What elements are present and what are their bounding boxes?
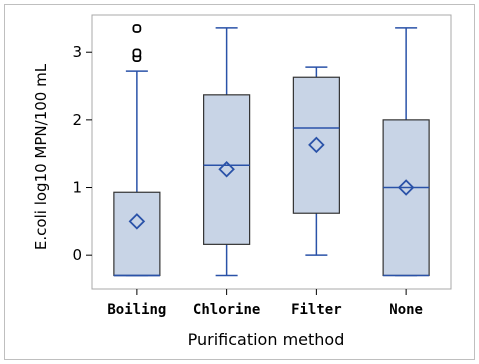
x-axis-title: Purification method xyxy=(188,330,345,349)
y-tick-label: 2 xyxy=(72,111,82,129)
box-group-filter xyxy=(292,66,340,256)
box-group-chlorine xyxy=(203,27,251,277)
box-iqr xyxy=(292,76,340,214)
outlier-point xyxy=(132,48,142,58)
box-group-boiling xyxy=(113,24,161,277)
x-tick-label: Boiling xyxy=(107,302,166,318)
outlier-point xyxy=(132,24,142,33)
y-tick-label: 3 xyxy=(72,43,82,61)
mean-marker xyxy=(308,136,325,154)
y-tick-label: 0 xyxy=(72,246,82,264)
plot-area: 0 1 2 3 Boiling Chlorine Filter None xyxy=(72,14,452,318)
box-iqr xyxy=(203,94,251,245)
y-axis-title: E.coli log10 MPN/100 mL xyxy=(32,63,50,250)
plot-frame xyxy=(91,14,452,290)
mean-marker xyxy=(218,160,235,178)
box-iqr xyxy=(382,119,430,277)
mean-marker xyxy=(128,213,146,230)
mean-marker xyxy=(397,179,415,196)
y-tick-label: 1 xyxy=(72,179,82,197)
box-group-none xyxy=(382,27,430,277)
x-tick-label: Chlorine xyxy=(193,302,260,318)
x-tick-label: Filter xyxy=(291,302,342,318)
x-tick-label: None xyxy=(389,302,423,318)
box-iqr xyxy=(113,191,161,277)
